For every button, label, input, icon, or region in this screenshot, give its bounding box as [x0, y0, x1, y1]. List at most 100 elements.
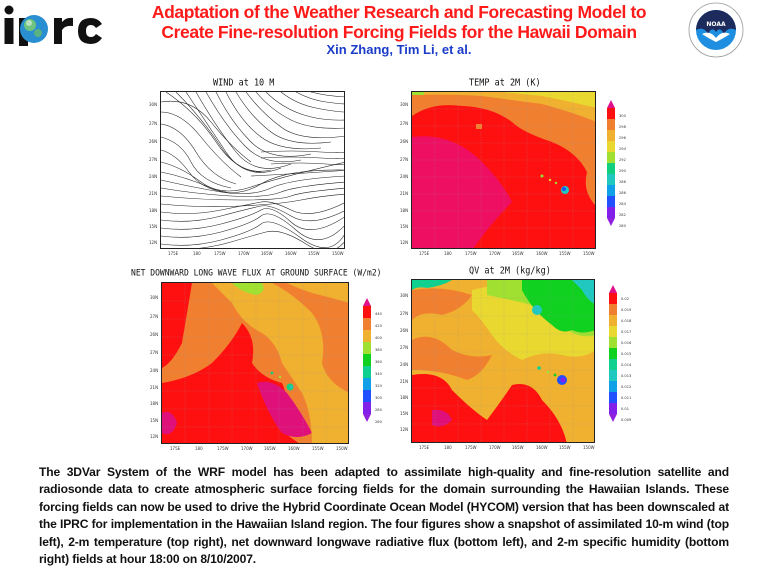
colorbar-label: 292 — [619, 158, 626, 162]
colorbar-label: 300 — [619, 114, 626, 118]
ytick: 15N — [400, 411, 409, 416]
ytick: 27N — [400, 121, 409, 126]
figure-title-wind: WIND at 10 M — [213, 77, 275, 89]
colorbar-label: 280 — [619, 224, 626, 228]
ytick: 18N — [150, 401, 159, 406]
ytick: 27N — [400, 311, 409, 316]
colorbar-label: 0.015 — [621, 352, 632, 356]
description-paragraph: The 3DVar System of the WRF model has be… — [39, 465, 729, 567]
ytick: 30N — [149, 102, 158, 107]
xtick: 155W — [308, 251, 320, 256]
colorbar-label: 288 — [619, 180, 626, 184]
colorbar-label: 284 — [619, 202, 626, 206]
xtick: 150W — [332, 251, 344, 256]
colorbar-label: 296 — [619, 136, 626, 140]
ytick: 27N — [149, 121, 158, 126]
ytick: 15N — [400, 224, 409, 229]
colorbar-label: 280 — [375, 408, 382, 412]
xtick: 175W — [217, 446, 229, 451]
ytick: 18N — [400, 395, 409, 400]
colorbar-label: 0.01 — [621, 407, 630, 411]
figure-title-lwflux: NET DOWNWARD LONG WAVE FLUX AT GROUND SU… — [131, 267, 382, 278]
ytick: 30N — [400, 102, 409, 107]
xtick: 150W — [583, 251, 595, 256]
xtick: 155W — [559, 445, 571, 450]
ytick: 12N — [400, 427, 409, 432]
title-line-2: Create Fine-resolution Forcing Fields fo… — [161, 22, 637, 42]
ytick: 15N — [149, 224, 158, 229]
colorbar-label: 0.018 — [621, 319, 632, 323]
colorbar-label: 290 — [619, 169, 626, 173]
ytick: 21N — [400, 379, 409, 384]
xtick: 160W — [536, 445, 548, 450]
xtick: 180 — [193, 251, 201, 256]
colorbar-label: 0.016 — [621, 341, 632, 345]
xtick: 150W — [336, 446, 348, 451]
ytick: 27N — [400, 345, 409, 350]
colorbar-label: 260 — [375, 420, 382, 424]
figure-title-qv: QV at 2M (kg/kg) — [469, 265, 551, 277]
ytick: 21N — [400, 191, 409, 196]
xtick: 165W — [512, 251, 524, 256]
colorbar-label: 282 — [619, 213, 626, 217]
ytick: 12N — [150, 434, 159, 439]
noaa-logo-text: NOAA — [706, 21, 726, 28]
colorbar-label: 0.013 — [621, 374, 632, 378]
xtick: 180 — [195, 446, 203, 451]
iprc-logo — [2, 4, 114, 46]
xtick: 155W — [312, 446, 324, 451]
ytick: 12N — [400, 240, 409, 245]
colorbar-label: 0.017 — [621, 330, 632, 334]
colorbar-label: 0.011 — [621, 396, 632, 400]
qv-contour-plot — [411, 279, 595, 443]
colorbar-label: 0.02 — [621, 297, 630, 301]
xtick: 175W — [214, 251, 226, 256]
ytick: 18N — [149, 208, 158, 213]
figure-title-temp: TEMP at 2M (K) — [469, 77, 541, 89]
colorbar-label: 0.014 — [621, 363, 632, 367]
ytick: 21N — [149, 191, 158, 196]
xtick: 165W — [512, 445, 524, 450]
colorbar-temp: 300 298 296 294 292 290 288 286 284 282 … — [607, 100, 626, 228]
xtick: 170W — [238, 251, 250, 256]
colorbar-label: 360 — [375, 360, 382, 364]
xtick: 180 — [444, 251, 452, 256]
xtick: 175W — [465, 445, 477, 450]
ytick: 26N — [400, 139, 409, 144]
ytick: 26N — [400, 328, 409, 333]
xtick: 160W — [285, 251, 297, 256]
ytick: 30N — [150, 295, 159, 300]
title-line-1: Adaptation of the Weather Research and F… — [151, 2, 647, 22]
ytick: 12N — [149, 240, 158, 245]
colorbar-label: 420 — [375, 324, 382, 328]
xtick: 175E — [168, 251, 179, 256]
colorbar-label: 440 — [375, 312, 382, 316]
xtick: 170W — [489, 251, 501, 256]
xtick: 180 — [444, 445, 452, 450]
xtick: 170W — [241, 446, 253, 451]
colorbar-qv: 0.02 0.019 0.018 0.017 0.016 0.015 0.014… — [609, 285, 631, 422]
colorbar-label: 298 — [619, 125, 626, 129]
xtick: 170W — [489, 445, 501, 450]
lwflux-contour-plot — [161, 282, 349, 444]
colorbar-label: 400 — [375, 336, 382, 340]
colorbar-label: 294 — [619, 147, 626, 151]
ytick: 24N — [150, 368, 159, 373]
colorbar-label: 286 — [619, 191, 626, 195]
colorbar-lwflux: 440 420 400 380 360 340 320 300 280 260 — [363, 298, 382, 424]
colorbar-label: 0.012 — [621, 385, 632, 389]
xtick: 160W — [536, 251, 548, 256]
ytick: 21N — [150, 385, 159, 390]
ytick: 30N — [400, 293, 409, 298]
xtick: 160W — [288, 446, 300, 451]
ytick: 27N — [149, 157, 158, 162]
ytick: 24N — [400, 362, 409, 367]
ytick: 18N — [400, 208, 409, 213]
ytick: 27N — [150, 314, 159, 319]
ytick: 26N — [150, 332, 159, 337]
xtick: 175E — [170, 446, 181, 451]
authors: Xin Zhang, Tim Li, et al. — [326, 42, 472, 57]
xtick: 155W — [559, 251, 571, 256]
xtick: 165W — [264, 446, 276, 451]
xtick: 175E — [419, 251, 430, 256]
